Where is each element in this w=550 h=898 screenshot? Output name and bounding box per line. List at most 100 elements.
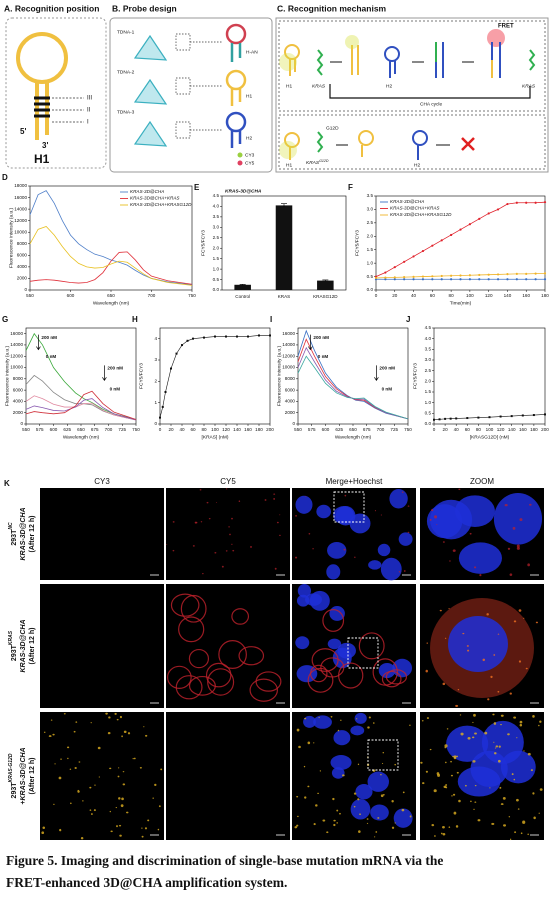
cell-signal xyxy=(458,488,461,491)
inner-frame xyxy=(278,114,546,170)
column-header: ZOOM xyxy=(470,477,494,486)
target-sup: G12D xyxy=(319,159,329,163)
x-tick-label: 40 xyxy=(179,427,185,432)
probe-label: TDNA-2 xyxy=(117,69,135,75)
cell-signal xyxy=(500,803,504,806)
cell-signal xyxy=(274,567,277,570)
cell-signal xyxy=(139,766,142,769)
point xyxy=(499,415,502,418)
cell-signal xyxy=(66,746,70,749)
x-axis-label: [KRASG12D] (nM) xyxy=(470,434,510,440)
x-axis-label: Time(min) xyxy=(450,300,472,306)
x-tick-label: 60 xyxy=(465,427,471,432)
plot-frame xyxy=(297,327,409,425)
x-tick-label: 20 xyxy=(443,427,449,432)
y-tick-label: 0 xyxy=(20,421,23,426)
hairpin-name: H1 xyxy=(34,152,50,166)
cell-signal xyxy=(110,830,113,833)
hairpins xyxy=(225,23,247,148)
legend-label: KRAS-3D@CHA+KRASG12D xyxy=(130,202,192,207)
y-tick-label: 2.0 xyxy=(213,245,220,250)
mechanism-label: KRAS xyxy=(522,83,536,89)
x-tick-label: 120 xyxy=(222,427,230,432)
cell-signal xyxy=(41,831,45,835)
cell-signal xyxy=(141,835,144,838)
marker xyxy=(384,271,387,274)
cell-signal xyxy=(132,758,134,760)
mutation-label: G12D xyxy=(326,125,339,131)
panel-letter: G xyxy=(2,315,8,324)
cell-signal xyxy=(221,565,224,568)
cell-signal xyxy=(229,533,231,536)
x-tick-label: 700 xyxy=(377,427,385,432)
series-line xyxy=(297,355,409,420)
x-tick-label: 750 xyxy=(404,427,412,432)
series-line xyxy=(29,251,193,285)
legend-label: KRAS-3D@CHA+KRAS xyxy=(130,196,180,201)
marker xyxy=(450,233,453,237)
y-tick-label: 0 xyxy=(24,287,27,292)
cell-signal xyxy=(511,773,514,776)
cell-signal xyxy=(116,825,118,828)
y-tick-label: 16000 xyxy=(282,331,295,336)
cell-signal xyxy=(353,805,356,808)
cell-signal xyxy=(495,745,499,748)
cell-signal xyxy=(147,819,150,822)
marker xyxy=(403,260,406,263)
cell-signal xyxy=(77,790,80,793)
cell-signal xyxy=(403,570,406,572)
cell-signal xyxy=(512,526,516,530)
cell-signal xyxy=(125,811,129,814)
cell-signal xyxy=(295,556,298,559)
cell-signal xyxy=(484,731,488,735)
x-tick-label: 140 xyxy=(504,293,512,298)
point xyxy=(521,414,524,417)
chart-title: KRAS-3D@CHA xyxy=(225,188,262,194)
hairpin-label: H1 xyxy=(246,93,252,99)
cell-signal xyxy=(433,789,437,793)
x-tick-label: 40 xyxy=(454,427,460,432)
cell-signal xyxy=(53,803,55,806)
cell-signal xyxy=(458,542,502,574)
cell-signal xyxy=(517,808,520,810)
cell-signal xyxy=(381,670,402,688)
cell-signal xyxy=(452,549,456,552)
cell-signal xyxy=(121,797,124,801)
row-label: KRAS-3D@CHA xyxy=(20,619,27,672)
cell-signal xyxy=(296,728,300,732)
cell-signal xyxy=(426,642,428,644)
cell-signal xyxy=(494,752,497,755)
marker xyxy=(506,202,509,206)
cell-signal xyxy=(296,824,299,827)
end-label: 5' xyxy=(20,127,26,136)
mechanism-label: KRASG12D xyxy=(306,159,329,166)
y-tick-label: 1.0 xyxy=(213,266,220,271)
mechanism-label: KRAS xyxy=(312,83,326,89)
cell-signal xyxy=(93,809,96,812)
cell-signal xyxy=(249,678,279,702)
x-tick-label: 725 xyxy=(118,427,126,432)
cell-signal xyxy=(202,572,204,575)
cell-signal xyxy=(470,800,472,803)
cell-signal xyxy=(380,557,402,581)
marker xyxy=(468,278,471,281)
cell-signal xyxy=(63,713,66,715)
cell-signal xyxy=(477,819,481,822)
cell-signal xyxy=(527,563,530,567)
y-tick-label: 2.5 xyxy=(367,220,374,225)
cell-signal xyxy=(73,730,76,733)
cell-signal xyxy=(273,497,276,500)
cell-signal xyxy=(409,815,412,818)
y-tick-label: 1 xyxy=(154,400,157,405)
cell-signal xyxy=(89,786,92,789)
dye-swatch xyxy=(237,160,243,166)
cell-signal xyxy=(295,636,310,650)
cell-signal xyxy=(70,802,72,805)
column-header: CY5 xyxy=(220,477,236,486)
cell-signal xyxy=(450,760,452,763)
annotation: 0 nM xyxy=(110,387,121,392)
point xyxy=(444,417,447,420)
cell-signal xyxy=(380,514,382,516)
cell-signal xyxy=(398,532,413,546)
graphic xyxy=(316,49,324,76)
